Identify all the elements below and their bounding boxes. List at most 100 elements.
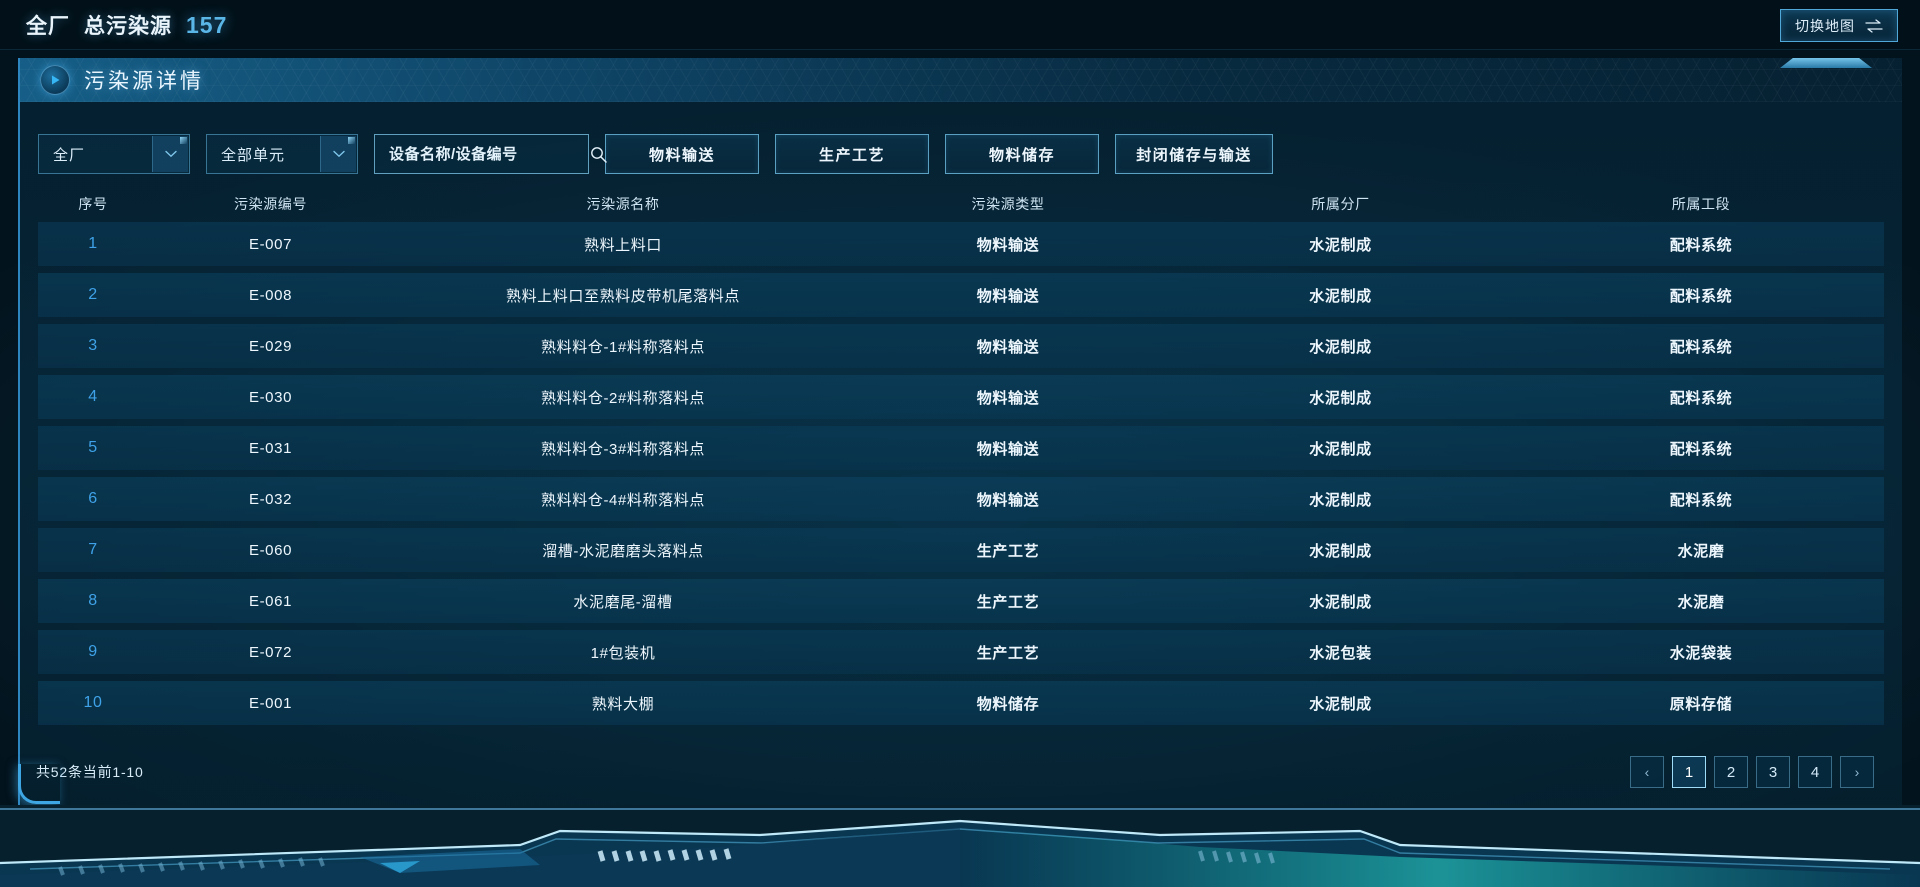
cell-code: E-001 [248, 694, 293, 712]
panel-title: 污染源详情 [84, 70, 204, 93]
pagination-page-2[interactable]: 2 [1714, 756, 1748, 788]
table-row[interactable]: 4 E-030 熟料料仓-2#料称落料点 物料输送 水泥制成 配料系统 [38, 375, 1884, 419]
category-button-production-process[interactable]: 生产工艺 [775, 134, 929, 174]
cell-code: E-007 [248, 235, 293, 253]
cell-section: 水泥磨 [1677, 593, 1725, 611]
table-row[interactable]: 3 E-029 熟料料仓-1#料称落料点 物料输送 水泥制成 配料系统 [38, 324, 1884, 368]
cell-type: 生产工艺 [976, 644, 1040, 662]
cell-plant: 水泥制成 [1309, 695, 1372, 713]
cell-section: 水泥袋装 [1669, 644, 1733, 662]
cell-no: 10 [83, 694, 103, 711]
pagination: ‹ 1 2 3 4 › [1630, 756, 1874, 788]
swap-horizontal-icon [1865, 18, 1883, 33]
cell-type: 物料输送 [976, 389, 1040, 407]
pagination-page-4[interactable]: 4 [1798, 756, 1832, 788]
cell-name: 熟料料仓-4#料称落料点 [541, 491, 705, 509]
cell-no: 6 [88, 490, 98, 507]
cell-type: 生产工艺 [976, 542, 1040, 560]
cell-name: 1#包装机 [590, 644, 656, 662]
cell-type: 物料输送 [976, 338, 1040, 356]
cell-section: 水泥磨 [1677, 542, 1725, 560]
cell-code: E-032 [248, 490, 293, 508]
corner-bracket-decoration [18, 764, 60, 804]
panel-header: 污染源详情 [20, 58, 1902, 102]
cell-no: 5 [88, 439, 98, 456]
search-button[interactable] [590, 135, 607, 173]
pagination-page-3[interactable]: 3 [1756, 756, 1790, 788]
cell-section: 配料系统 [1669, 491, 1733, 509]
cell-type: 物料输送 [976, 440, 1040, 458]
table-row[interactable]: 9 E-072 1#包装机 生产工艺 水泥包装 水泥袋装 [38, 630, 1884, 674]
total-count-text: 共52条当前1-10 [36, 764, 144, 780]
plant-select-value: 全厂 [53, 146, 86, 164]
table-row[interactable]: 2 E-008 熟料上料口至熟料皮带机尾落料点 物料输送 水泥制成 配料系统 [38, 273, 1884, 317]
chevron-down-icon [320, 136, 356, 172]
column-header-name: 污染源名称 [586, 196, 660, 212]
cell-type: 物料储存 [976, 695, 1040, 713]
search-icon [591, 146, 607, 163]
cell-section: 配料系统 [1669, 389, 1733, 407]
pagination-next-button[interactable]: › [1840, 756, 1874, 788]
top-bar: 全厂 总污染源 157 切换地图 [0, 0, 1920, 50]
column-header-plant: 所属分厂 [1311, 196, 1370, 212]
column-header-type: 污染源类型 [971, 196, 1045, 212]
cell-plant: 水泥包装 [1309, 644, 1372, 662]
cell-no: 1 [88, 235, 98, 252]
table-row[interactable]: 5 E-031 熟料料仓-3#料称落料点 物料输送 水泥制成 配料系统 [38, 426, 1884, 470]
column-header-no: 序号 [78, 196, 108, 212]
unit-select-value: 全部单元 [221, 146, 286, 164]
cell-code: E-031 [248, 439, 293, 457]
metric-value: 157 [186, 11, 228, 38]
search-box[interactable] [374, 134, 607, 174]
plant-select[interactable]: 全厂 [38, 134, 190, 174]
cell-plant: 水泥制成 [1309, 542, 1372, 560]
cell-no: 4 [88, 388, 98, 405]
cell-plant: 水泥制成 [1309, 236, 1372, 254]
cell-name: 熟料上料口至熟料皮带机尾落料点 [505, 287, 740, 305]
unit-select[interactable]: 全部单元 [206, 134, 358, 174]
table-row[interactable]: 1 E-007 熟料上料口 物料输送 水泥制成 配料系统 [38, 222, 1884, 266]
cell-code: E-029 [248, 337, 293, 355]
column-header-code: 污染源编号 [234, 196, 307, 212]
cell-no: 7 [88, 541, 98, 558]
pagination-prev-button[interactable]: ‹ [1630, 756, 1664, 788]
table-row[interactable]: 7 E-060 溜槽-水泥磨磨头落料点 生产工艺 水泥制成 水泥磨 [38, 528, 1884, 572]
cell-type: 物料输送 [976, 287, 1040, 305]
chevron-down-icon [152, 136, 188, 172]
cell-type: 物料输送 [976, 491, 1040, 509]
cell-name: 熟料大棚 [591, 695, 655, 713]
cell-code: E-060 [248, 541, 293, 559]
cell-type: 物料输送 [976, 236, 1040, 254]
column-header-section: 所属工段 [1671, 196, 1731, 212]
cell-code: E-008 [248, 286, 293, 304]
table-row[interactable]: 6 E-032 熟料料仓-4#料称落料点 物料输送 水泥制成 配料系统 [38, 477, 1884, 521]
category-button-enclosed-storage-transport[interactable]: 封闭储存与输送 [1115, 134, 1273, 174]
cell-plant: 水泥制成 [1309, 338, 1372, 356]
map-switch-button[interactable]: 切换地图 [1780, 9, 1898, 42]
pollution-source-table: 序号 污染源编号 污染源名称 污染源类型 所属分厂 所属工段 1 E-007 熟料上… [38, 186, 1884, 732]
cell-plant: 水泥制成 [1309, 389, 1372, 407]
cell-plant: 水泥制成 [1309, 491, 1372, 509]
pagination-page-1[interactable]: 1 [1672, 756, 1706, 788]
category-button-material-transport[interactable]: 物料输送 [605, 134, 759, 174]
play-triangle-icon [40, 65, 70, 95]
map-switch-label: 切换地图 [1795, 17, 1855, 34]
cell-section: 原料存储 [1669, 695, 1733, 713]
cell-plant: 水泥制成 [1309, 440, 1372, 458]
cell-no: 3 [88, 337, 98, 354]
cell-code: E-072 [248, 643, 293, 661]
cell-section: 配料系统 [1669, 236, 1733, 254]
search-input[interactable] [375, 135, 590, 173]
filter-bar: 全厂 全部单元 [38, 134, 1273, 174]
table-row[interactable]: 8 E-061 水泥磨尾-溜槽 生产工艺 水泥制成 水泥磨 [38, 579, 1884, 623]
table-row[interactable]: 10 E-001 熟料大棚 物料储存 水泥制成 原料存储 [38, 681, 1884, 725]
table-header-row: 序号 污染源编号 污染源名称 污染源类型 所属分厂 所属工段 [38, 186, 1884, 222]
cell-section: 配料系统 [1669, 287, 1733, 305]
cell-section: 配料系统 [1669, 338, 1733, 356]
panel-header-tab-decoration [1780, 58, 1872, 68]
cell-no: 2 [88, 286, 98, 303]
table-body: 1 E-007 熟料上料口 物料输送 水泥制成 配料系统 2 E-008 熟料上料口至熟料皮带机… [38, 222, 1884, 725]
scope-label: 全厂 [26, 14, 70, 38]
category-button-material-storage[interactable]: 物料储存 [945, 134, 1099, 174]
